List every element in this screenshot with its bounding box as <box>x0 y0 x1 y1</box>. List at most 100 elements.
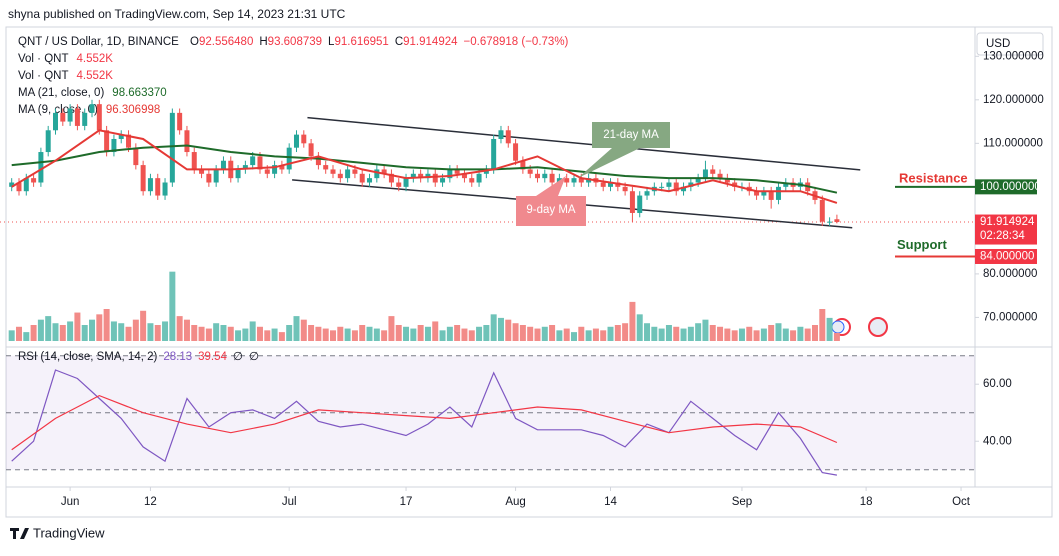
rsi-line <box>11 369 838 476</box>
rsi-title: RSI (14, close, SMA, 14, 2) <box>18 351 158 363</box>
volume-bar <box>753 330 760 341</box>
flag-icon[interactable] <box>831 320 845 334</box>
volume-bar <box>468 330 475 341</box>
legend-value: 4.552K <box>76 70 113 82</box>
price-badge-sub: 02:28:34 <box>980 230 1025 242</box>
volume-bar <box>549 325 556 341</box>
candle-body <box>717 173 723 179</box>
volume-bar <box>15 326 22 341</box>
volume-bar <box>176 316 183 341</box>
volume-bar <box>388 316 395 341</box>
ohlc-value: 92.556480 <box>199 36 253 48</box>
candle-body <box>67 108 73 122</box>
volume-bar <box>497 317 504 341</box>
candle-body <box>220 160 226 170</box>
volume-bar <box>191 325 198 341</box>
rsi-legend: RSI (14, close, SMA, 14, 2) 28.13 39.54 ∅ ∅ <box>18 351 259 363</box>
volume-bar <box>410 328 417 341</box>
candle-body <box>483 169 489 174</box>
volume-bar <box>541 326 548 341</box>
candle-body <box>53 112 59 131</box>
volume-bar <box>308 325 315 341</box>
candle-body <box>783 182 789 187</box>
volume-bar <box>235 330 242 341</box>
volume-bar <box>96 314 103 341</box>
flag-icon[interactable] <box>868 317 888 337</box>
candle-body <box>710 169 716 174</box>
currency-button[interactable] <box>976 32 1044 56</box>
legend-value: 96.306998 <box>106 104 160 116</box>
volume-bar <box>695 323 702 341</box>
candle-body <box>31 178 37 183</box>
candle-body <box>476 173 482 183</box>
candle-body <box>155 178 161 196</box>
y-tick-label: 80.000000 <box>983 268 1037 280</box>
volume-bar <box>461 328 468 341</box>
rsi-tick-label: 40.00 <box>983 435 1012 447</box>
volume-bar <box>797 326 804 341</box>
candle-body <box>169 112 175 183</box>
y-tick-label: 130.000000 <box>983 50 1044 62</box>
volume-bar <box>30 325 37 341</box>
volume-bar <box>622 323 629 341</box>
volume-bar <box>125 326 132 341</box>
volume-bar <box>702 319 709 341</box>
candle-body <box>323 165 329 170</box>
candle-body <box>556 178 562 183</box>
x-tick-label: Jun <box>61 496 80 508</box>
candle-body <box>38 152 44 183</box>
volume-bar <box>366 326 373 341</box>
volume-bar <box>74 312 81 341</box>
volume-bar <box>330 330 337 341</box>
volume-bar <box>826 317 833 341</box>
ohlc-value: 91.914924 <box>403 36 458 48</box>
volume-bar <box>59 325 66 341</box>
candle-body <box>96 104 102 131</box>
candle-body <box>834 219 840 223</box>
volume-bar <box>629 301 636 341</box>
candle-body <box>367 178 373 183</box>
candle-body <box>381 169 387 174</box>
volume-bar <box>286 325 293 341</box>
volume-bar <box>169 271 176 341</box>
ohlc-key: O <box>190 36 199 48</box>
candle-body <box>250 156 256 166</box>
candle-body <box>16 182 22 192</box>
candle-body <box>388 173 394 183</box>
volume-bar <box>220 325 227 341</box>
candle-body <box>111 138 117 153</box>
volume-bar <box>140 310 147 341</box>
volume-bar <box>709 325 716 341</box>
candle-body <box>454 169 460 174</box>
candle-body <box>257 156 263 170</box>
candle-body <box>374 169 380 179</box>
candle-body <box>761 191 767 196</box>
candle-body <box>608 182 614 187</box>
candle-body <box>534 173 540 179</box>
volume-bar <box>45 316 52 341</box>
candle-body <box>432 173 438 183</box>
volume-bar <box>738 328 745 341</box>
candle-body <box>827 221 833 223</box>
logo-mark <box>10 528 29 539</box>
volume-bar <box>534 328 541 341</box>
price-badge-label: 84.000000 <box>980 251 1034 263</box>
y-tick-label: 120.000000 <box>983 94 1044 106</box>
volume-bar <box>746 326 753 341</box>
volume-bar <box>81 325 88 341</box>
volume-bar <box>249 321 256 341</box>
candle-body <box>461 173 467 179</box>
candle-body <box>615 182 621 187</box>
candle-body <box>213 169 219 183</box>
callout-text: 21-day MA <box>603 129 659 141</box>
frame <box>5 26 1053 518</box>
volume-bar <box>52 323 59 341</box>
candle-body <box>571 178 577 183</box>
rsi-tick-label: 60.00 <box>983 378 1012 390</box>
level-label: Support <box>897 237 947 252</box>
candle-body <box>724 178 730 183</box>
price-badge <box>975 248 1037 264</box>
volume-bar <box>819 309 826 341</box>
rsi-value: ∅ <box>233 351 243 363</box>
symbol-line: QNT / US Dollar, 1D, BINANCE O92.556480 H… <box>18 36 569 48</box>
